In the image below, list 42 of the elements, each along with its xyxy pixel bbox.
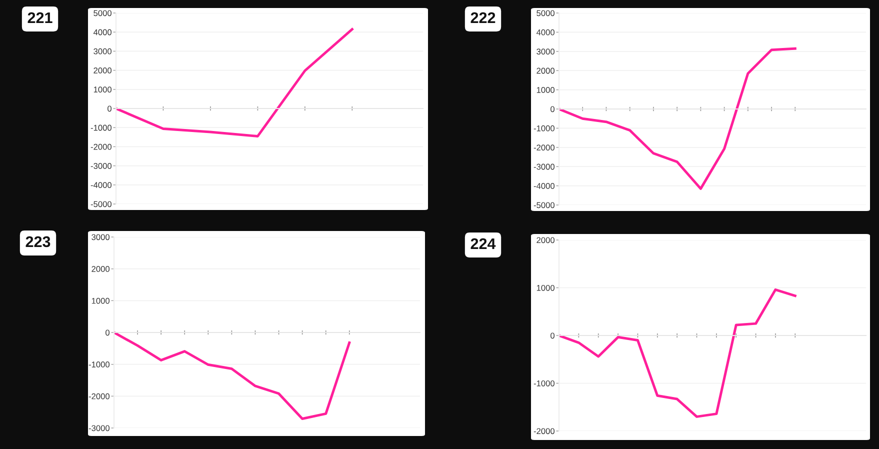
y-tick-label: -4000 — [90, 182, 112, 188]
y-tick-label: 1000 — [94, 86, 112, 92]
y-tick-label: 2000 — [536, 68, 555, 74]
chart-title: 224 — [470, 238, 496, 249]
chart-title: 222 — [470, 12, 496, 23]
line-series — [116, 28, 354, 138]
line-series — [559, 288, 796, 418]
y-tick-label: 2000 — [92, 266, 110, 272]
y-tick-label: -4000 — [534, 183, 555, 189]
y-tick-label: -2000 — [534, 144, 555, 150]
y-tick-label: -1000 — [88, 362, 110, 368]
y-tick-label: -3000 — [90, 163, 112, 169]
y-tick-label: 2000 — [536, 237, 555, 244]
y-tick-label: -5000 — [90, 201, 112, 208]
line-series — [114, 331, 351, 420]
y-tick-label: 4000 — [536, 29, 555, 36]
y-tick-label: -2000 — [88, 393, 110, 400]
y-tick-label: -5000 — [534, 202, 555, 208]
chart-title: 221 — [28, 12, 52, 23]
chart-title: 223 — [26, 236, 50, 248]
y-tick-label: -3000 — [88, 425, 110, 432]
y-tick-label: 2000 — [94, 68, 112, 74]
y-tick-label: -1000 — [534, 380, 555, 386]
y-tick-label: -1000 — [90, 124, 112, 131]
y-tick-label: -3000 — [534, 164, 555, 170]
y-tick-label: 0 — [106, 330, 110, 336]
y-tick-label: 5000 — [94, 10, 112, 16]
y-tick-label: 0 — [108, 106, 112, 112]
y-tick-label: -2000 — [534, 428, 555, 434]
y-tick-label: 3000 — [92, 234, 110, 240]
y-tick-label: 1000 — [536, 284, 555, 291]
y-tick-label: 5000 — [536, 10, 555, 16]
y-tick-label: 0 — [550, 332, 555, 339]
y-tick-label: 3000 — [536, 48, 555, 54]
y-tick-label: -2000 — [90, 144, 112, 150]
y-tick-label: 0 — [550, 106, 555, 112]
line-series — [559, 47, 796, 190]
y-tick-label: 1000 — [92, 298, 110, 304]
y-tick-label: 4000 — [93, 29, 112, 36]
y-tick-label: 1000 — [536, 87, 555, 93]
y-tick-label: -1000 — [534, 125, 555, 132]
y-tick-label: 3000 — [94, 48, 112, 54]
